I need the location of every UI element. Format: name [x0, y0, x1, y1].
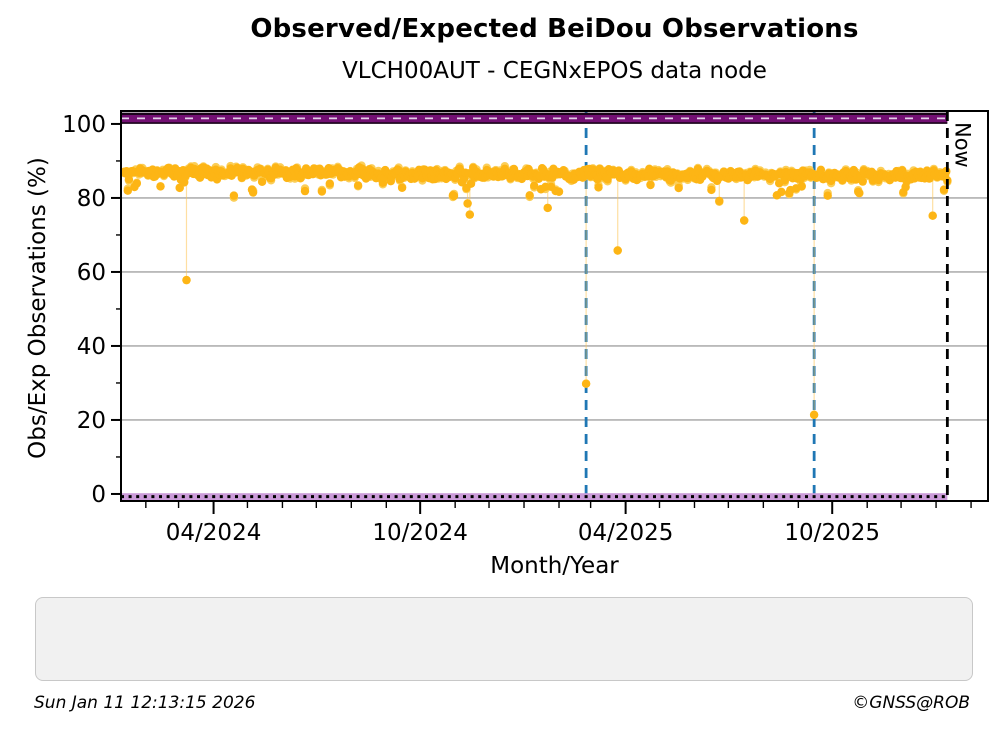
bds-2f-point	[777, 187, 786, 196]
bds-2f-point	[465, 210, 474, 219]
bds-2f-point	[248, 188, 258, 197]
x-tick-label: 10/2025	[784, 520, 880, 546]
bds-2f-point	[317, 187, 327, 196]
timestamp: Sun Jan 11 12:13:15 2026	[34, 693, 256, 713]
bds-2f-point	[397, 183, 407, 192]
rinex3-line	[121, 114, 948, 123]
bds-2f-point	[740, 216, 749, 225]
y-tick-label: 40	[77, 334, 106, 360]
bds-2f-point	[156, 182, 165, 191]
bds-2f-point	[257, 177, 267, 186]
bds-2f-point	[809, 410, 819, 419]
bds-2f-point	[525, 191, 534, 200]
chart-subtitle: VLCH00AUT - CEGNxEPOS data node	[342, 58, 767, 84]
bds-2f-point	[613, 246, 622, 255]
bds-2f-point	[715, 196, 724, 206]
bds-2f-point	[449, 191, 459, 201]
bds-2f-point	[543, 203, 552, 213]
bds-2f-point	[229, 191, 239, 200]
plot-border	[120, 110, 989, 502]
bds-2f-point	[581, 379, 591, 388]
bds-2f-point	[823, 191, 832, 200]
bds-2f-point	[123, 186, 132, 195]
x-axis-label: Month/Year	[490, 553, 619, 579]
bds-2f-point	[325, 179, 334, 188]
bds-2f-point	[353, 181, 363, 190]
now-label: Now	[950, 122, 974, 168]
x-tick-label: 04/2024	[166, 520, 262, 546]
chart-title: Observed/Expected BeiDou Observations	[250, 14, 859, 44]
y-tick-label: 60	[77, 260, 106, 286]
bds-2f-point	[530, 181, 539, 190]
bds-2f-point	[674, 183, 683, 193]
legend: BDS 1f obs ele log ele RINEX2 RINEX3 RIN…	[35, 597, 973, 681]
bds-2f-point	[855, 188, 864, 198]
bds-2f-point	[646, 180, 655, 190]
bds-2f-point	[594, 183, 603, 192]
bds-2f-point	[554, 187, 564, 196]
plot-area: Now 0 20 40 60 80 100 04/2024 10/2024 04/2025 10/2…	[62, 110, 989, 546]
x-tick-label: 04/2025	[578, 520, 674, 546]
bds-2f-point	[928, 211, 937, 220]
x-tick-label: 10/2024	[372, 520, 468, 546]
y-tick-label: 80	[77, 186, 106, 212]
bds-2f-point	[132, 179, 141, 188]
bds-2f-point	[466, 179, 476, 188]
bds-2f-point	[463, 199, 472, 208]
y-tick-label: 20	[77, 408, 106, 434]
bds-2f-point	[858, 177, 867, 186]
bds-2f-point	[182, 275, 191, 285]
bds-2f-point	[707, 185, 716, 195]
bds-2f-point	[300, 186, 310, 196]
bds-2f-point	[797, 182, 806, 191]
copyright: ©GNSS@ROB	[852, 693, 970, 713]
y-tick-label: 0	[91, 482, 106, 508]
y-tick-label: 100	[62, 112, 106, 138]
